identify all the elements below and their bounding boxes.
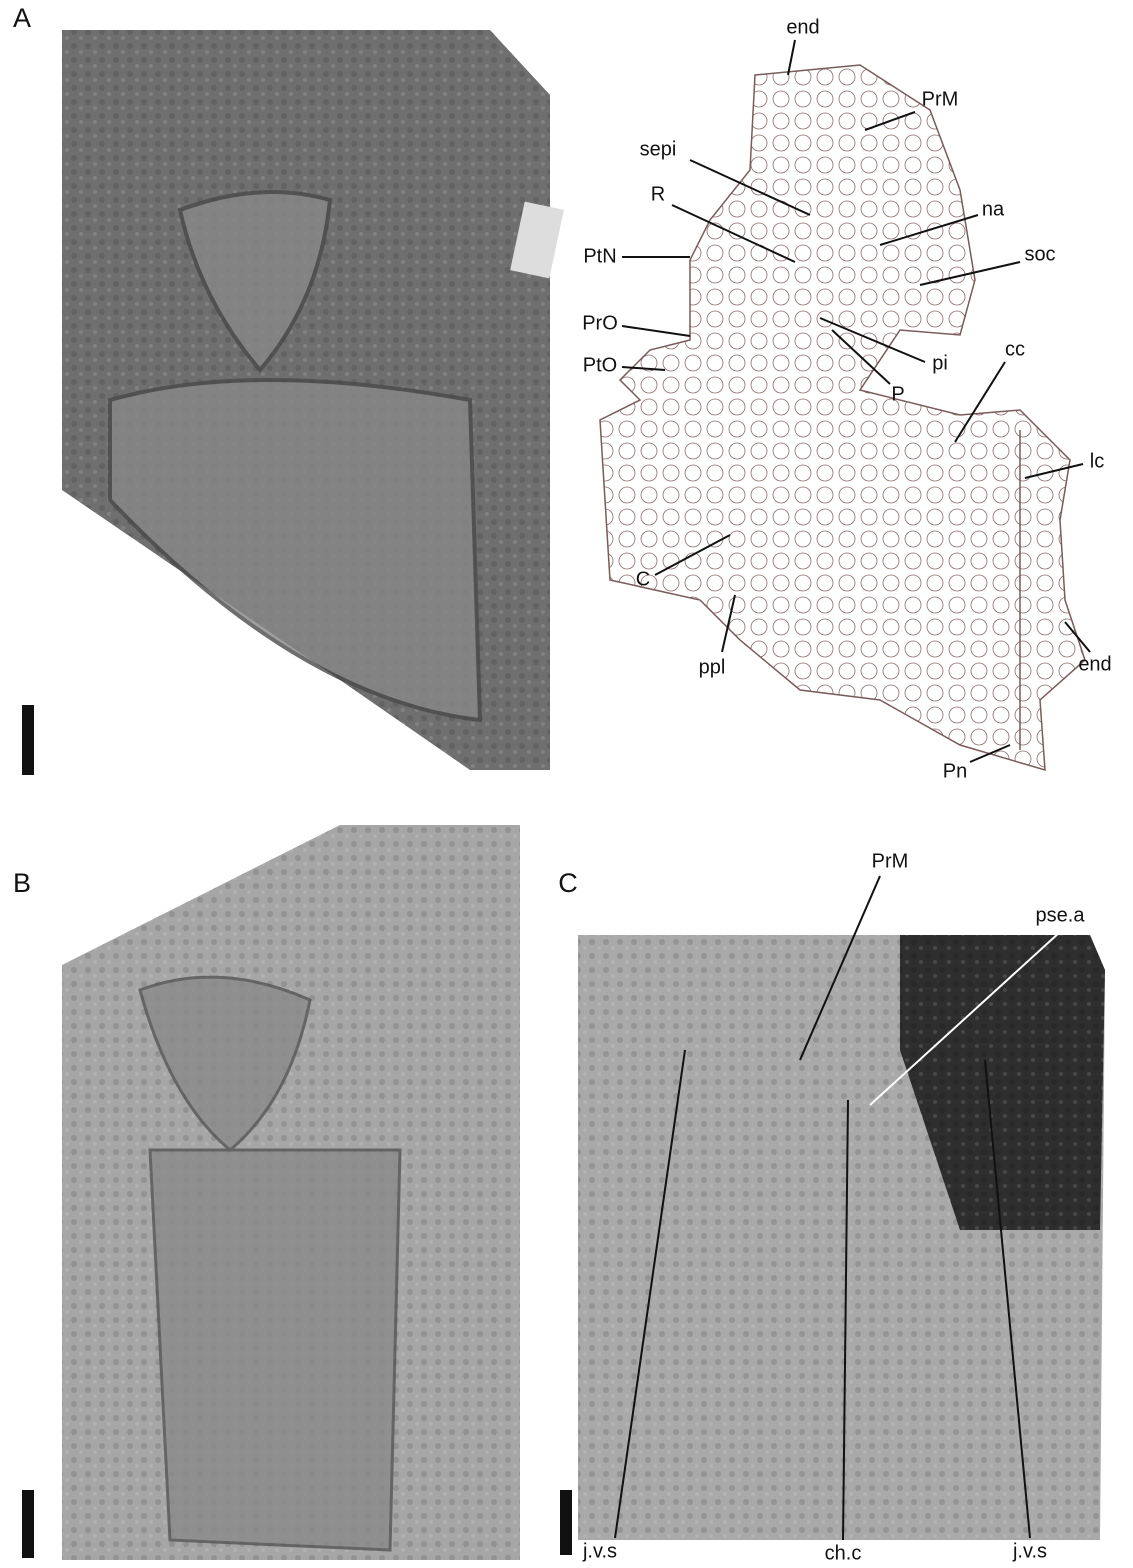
panel-label: C: [558, 868, 578, 898]
annotation: PrM: [922, 88, 959, 110]
annotation: lc: [1090, 450, 1104, 472]
annotation: end: [786, 16, 819, 38]
annotation: na: [982, 198, 1005, 220]
drawing-outline: [600, 65, 1085, 770]
annotation: PrO: [582, 312, 618, 334]
figure: Aend PrM sepi Rna PtN soc PrO pi PtO Pcc lc Cppl end…: [0, 0, 1133, 1568]
leader-line: [622, 326, 690, 336]
annotation: R: [651, 183, 665, 205]
annotation: j.v.s: [582, 1540, 617, 1562]
photo-c-texture: [578, 935, 1105, 1540]
panel-label: B: [13, 868, 31, 898]
scale-bar: [22, 1490, 34, 1558]
panel-label: A: [13, 3, 31, 33]
annotation: P: [891, 383, 904, 405]
annotation: j.v.s: [1012, 1540, 1047, 1562]
annotation: end: [1078, 653, 1111, 675]
annotation: ch.c: [825, 1542, 862, 1564]
scale-bar: [22, 705, 34, 775]
annotation: cc: [1005, 338, 1025, 360]
annotation: C: [636, 568, 650, 590]
annotation: sepi: [640, 138, 677, 160]
annotation: PrM: [872, 850, 909, 872]
annotation: ppl: [699, 656, 726, 678]
annotation: pse.a: [1036, 904, 1086, 926]
annotation: soc: [1024, 243, 1055, 265]
leader-line: [788, 40, 795, 75]
annotation: pi: [932, 352, 948, 374]
annotation: Pn: [943, 760, 967, 782]
annotation: PtO: [583, 354, 617, 376]
annotation: PtN: [583, 245, 616, 267]
scale-bar: [560, 1490, 572, 1555]
